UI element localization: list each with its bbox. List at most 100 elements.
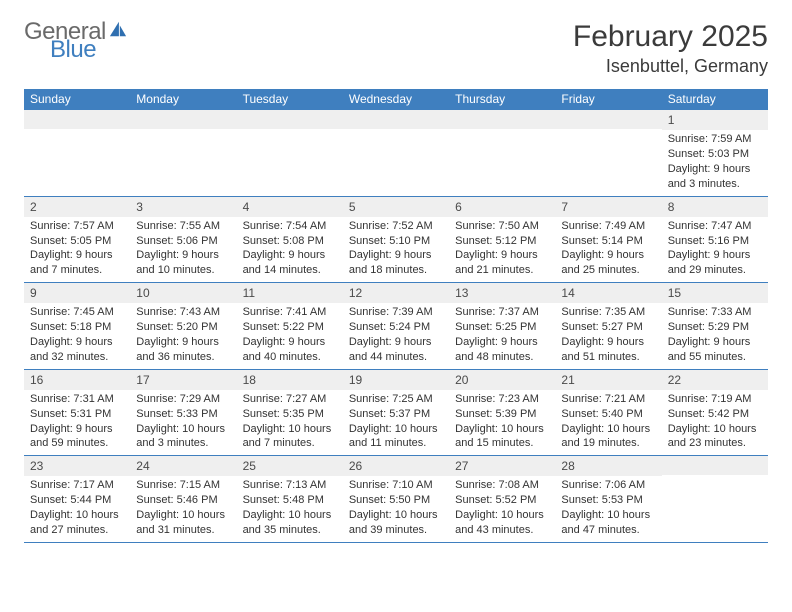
- day-cell: 20Sunrise: 7:23 AMSunset: 5:39 PMDayligh…: [449, 370, 555, 456]
- daylight-text: Daylight: 9 hours and 59 minutes.: [30, 422, 124, 452]
- daylight-text: Daylight: 9 hours and 40 minutes.: [243, 335, 337, 365]
- daylight-text: Daylight: 10 hours and 3 minutes.: [136, 422, 230, 452]
- day-number: 13: [449, 283, 555, 303]
- day-info: Sunrise: 7:10 AMSunset: 5:50 PMDaylight:…: [343, 476, 449, 541]
- sunset-text: Sunset: 5:08 PM: [243, 234, 337, 249]
- empty-day-number: [555, 110, 661, 129]
- day-cell: [555, 110, 661, 196]
- sunrise-text: Sunrise: 7:10 AM: [349, 478, 443, 493]
- day-info: Sunrise: 7:15 AMSunset: 5:46 PMDaylight:…: [130, 476, 236, 541]
- sunset-text: Sunset: 5:52 PM: [455, 493, 549, 508]
- day-number: 6: [449, 197, 555, 217]
- empty-day-number: [662, 456, 768, 475]
- daylight-text: Daylight: 9 hours and 55 minutes.: [668, 335, 762, 365]
- day-number: 17: [130, 370, 236, 390]
- week-row: 23Sunrise: 7:17 AMSunset: 5:44 PMDayligh…: [24, 455, 768, 543]
- location: Isenbuttel, Germany: [573, 56, 768, 77]
- day-cell: 25Sunrise: 7:13 AMSunset: 5:48 PMDayligh…: [237, 456, 343, 542]
- empty-day-number: [343, 110, 449, 129]
- daylight-text: Daylight: 9 hours and 44 minutes.: [349, 335, 443, 365]
- day-cell: 10Sunrise: 7:43 AMSunset: 5:20 PMDayligh…: [130, 283, 236, 369]
- daylight-text: Daylight: 10 hours and 11 minutes.: [349, 422, 443, 452]
- day-cell: 3Sunrise: 7:55 AMSunset: 5:06 PMDaylight…: [130, 197, 236, 283]
- daylight-text: Daylight: 9 hours and 51 minutes.: [561, 335, 655, 365]
- day-info: Sunrise: 7:31 AMSunset: 5:31 PMDaylight:…: [24, 390, 130, 455]
- day-cell: 24Sunrise: 7:15 AMSunset: 5:46 PMDayligh…: [130, 456, 236, 542]
- day-number: 27: [449, 456, 555, 476]
- sunset-text: Sunset: 5:39 PM: [455, 407, 549, 422]
- sunset-text: Sunset: 5:33 PM: [136, 407, 230, 422]
- empty-day-number: [449, 110, 555, 129]
- day-number: 8: [662, 197, 768, 217]
- day-number: 15: [662, 283, 768, 303]
- day-info: Sunrise: 7:49 AMSunset: 5:14 PMDaylight:…: [555, 217, 661, 282]
- daylight-text: Daylight: 9 hours and 18 minutes.: [349, 248, 443, 278]
- daylight-text: Daylight: 10 hours and 47 minutes.: [561, 508, 655, 538]
- day-info: Sunrise: 7:35 AMSunset: 5:27 PMDaylight:…: [555, 303, 661, 368]
- day-number: 4: [237, 197, 343, 217]
- sunset-text: Sunset: 5:29 PM: [668, 320, 762, 335]
- day-number: 3: [130, 197, 236, 217]
- sunrise-text: Sunrise: 7:45 AM: [30, 305, 124, 320]
- sunset-text: Sunset: 5:25 PM: [455, 320, 549, 335]
- day-header-cell: Friday: [555, 89, 661, 109]
- day-cell: 11Sunrise: 7:41 AMSunset: 5:22 PMDayligh…: [237, 283, 343, 369]
- day-info: Sunrise: 7:23 AMSunset: 5:39 PMDaylight:…: [449, 390, 555, 455]
- daylight-text: Daylight: 9 hours and 3 minutes.: [668, 162, 762, 192]
- sunrise-text: Sunrise: 7:59 AM: [668, 132, 762, 147]
- day-number: 7: [555, 197, 661, 217]
- day-number: 16: [24, 370, 130, 390]
- day-header-row: SundayMondayTuesdayWednesdayThursdayFrid…: [24, 89, 768, 109]
- day-info: Sunrise: 7:55 AMSunset: 5:06 PMDaylight:…: [130, 217, 236, 282]
- day-cell: 23Sunrise: 7:17 AMSunset: 5:44 PMDayligh…: [24, 456, 130, 542]
- sunrise-text: Sunrise: 7:52 AM: [349, 219, 443, 234]
- daylight-text: Daylight: 9 hours and 25 minutes.: [561, 248, 655, 278]
- empty-day-number: [237, 110, 343, 129]
- daylight-text: Daylight: 9 hours and 14 minutes.: [243, 248, 337, 278]
- day-number: 1: [662, 110, 768, 130]
- day-number: 22: [662, 370, 768, 390]
- month-title: February 2025: [573, 20, 768, 54]
- day-cell: [130, 110, 236, 196]
- day-info: Sunrise: 7:47 AMSunset: 5:16 PMDaylight:…: [662, 217, 768, 282]
- day-info: Sunrise: 7:17 AMSunset: 5:44 PMDaylight:…: [24, 476, 130, 541]
- daylight-text: Daylight: 10 hours and 7 minutes.: [243, 422, 337, 452]
- daylight-text: Daylight: 9 hours and 48 minutes.: [455, 335, 549, 365]
- day-number: 24: [130, 456, 236, 476]
- daylight-text: Daylight: 10 hours and 23 minutes.: [668, 422, 762, 452]
- sunset-text: Sunset: 5:27 PM: [561, 320, 655, 335]
- day-number: 12: [343, 283, 449, 303]
- sunset-text: Sunset: 5:31 PM: [30, 407, 124, 422]
- sunset-text: Sunset: 5:44 PM: [30, 493, 124, 508]
- day-cell: 18Sunrise: 7:27 AMSunset: 5:35 PMDayligh…: [237, 370, 343, 456]
- day-cell: 2Sunrise: 7:57 AMSunset: 5:05 PMDaylight…: [24, 197, 130, 283]
- daylight-text: Daylight: 10 hours and 27 minutes.: [30, 508, 124, 538]
- daylight-text: Daylight: 9 hours and 21 minutes.: [455, 248, 549, 278]
- day-info: Sunrise: 7:43 AMSunset: 5:20 PMDaylight:…: [130, 303, 236, 368]
- day-info: Sunrise: 7:33 AMSunset: 5:29 PMDaylight:…: [662, 303, 768, 368]
- sunset-text: Sunset: 5:35 PM: [243, 407, 337, 422]
- day-info: Sunrise: 7:39 AMSunset: 5:24 PMDaylight:…: [343, 303, 449, 368]
- sunrise-text: Sunrise: 7:49 AM: [561, 219, 655, 234]
- day-header-cell: Tuesday: [237, 89, 343, 109]
- day-cell: 7Sunrise: 7:49 AMSunset: 5:14 PMDaylight…: [555, 197, 661, 283]
- day-info: Sunrise: 7:45 AMSunset: 5:18 PMDaylight:…: [24, 303, 130, 368]
- sunset-text: Sunset: 5:48 PM: [243, 493, 337, 508]
- day-cell: 16Sunrise: 7:31 AMSunset: 5:31 PMDayligh…: [24, 370, 130, 456]
- day-number: 10: [130, 283, 236, 303]
- sunrise-text: Sunrise: 7:29 AM: [136, 392, 230, 407]
- daylight-text: Daylight: 9 hours and 29 minutes.: [668, 248, 762, 278]
- day-info: Sunrise: 7:19 AMSunset: 5:42 PMDaylight:…: [662, 390, 768, 455]
- day-cell: 15Sunrise: 7:33 AMSunset: 5:29 PMDayligh…: [662, 283, 768, 369]
- day-cell: 6Sunrise: 7:50 AMSunset: 5:12 PMDaylight…: [449, 197, 555, 283]
- sunrise-text: Sunrise: 7:17 AM: [30, 478, 124, 493]
- day-cell: 14Sunrise: 7:35 AMSunset: 5:27 PMDayligh…: [555, 283, 661, 369]
- header: GeneralBlue February 2025 Isenbuttel, Ge…: [24, 20, 768, 77]
- day-info: Sunrise: 7:37 AMSunset: 5:25 PMDaylight:…: [449, 303, 555, 368]
- sunset-text: Sunset: 5:16 PM: [668, 234, 762, 249]
- sunset-text: Sunset: 5:03 PM: [668, 147, 762, 162]
- sunrise-text: Sunrise: 7:15 AM: [136, 478, 230, 493]
- day-number: 5: [343, 197, 449, 217]
- empty-day-number: [24, 110, 130, 129]
- day-cell: 19Sunrise: 7:25 AMSunset: 5:37 PMDayligh…: [343, 370, 449, 456]
